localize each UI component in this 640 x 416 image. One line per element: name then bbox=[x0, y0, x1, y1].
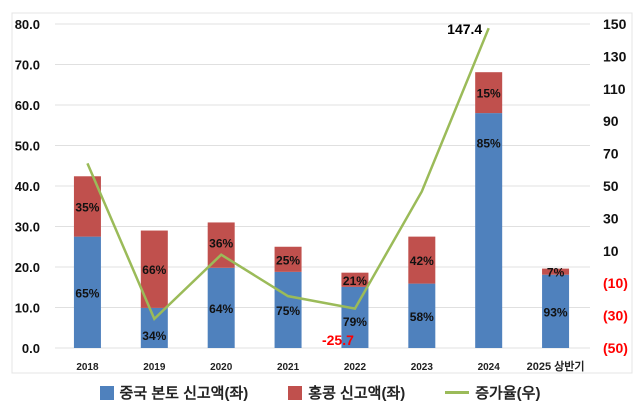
bar-label-mainland: 79% bbox=[343, 315, 367, 329]
bar-label-mainland: 34% bbox=[142, 329, 166, 343]
legend-swatch bbox=[288, 385, 303, 400]
right-axis-tick: (50) bbox=[603, 340, 628, 356]
bar-label-hongkong: 15% bbox=[477, 87, 501, 101]
right-axis-tick: (30) bbox=[603, 308, 628, 324]
bar-hongkong bbox=[475, 72, 503, 114]
left-axis-tick: 10.0 bbox=[15, 301, 40, 316]
x-axis-tick: 2020 bbox=[210, 362, 233, 373]
bar-label-mainland: 64% bbox=[209, 302, 233, 316]
left-axis-tick: 60.0 bbox=[15, 98, 40, 113]
right-axis-tick: 110 bbox=[603, 81, 626, 97]
bar-mainland bbox=[341, 286, 369, 348]
legend-label: 중국 본토 신고액(좌) bbox=[119, 385, 249, 402]
legend: 중국 본토 신고액(좌) 홍콩 신고액(좌) 증가율(우) bbox=[0, 382, 640, 403]
right-axis-tick: 10 bbox=[603, 243, 619, 259]
right-axis-tick: 130 bbox=[603, 48, 627, 64]
bar-hongkong bbox=[274, 246, 302, 272]
legend-swatch bbox=[445, 391, 470, 394]
legend-item-mainland: 중국 본토 신고액(좌) bbox=[99, 382, 249, 403]
chart-svg: 0.0 10.0 20.0 30.0 40.0 50.0 60.0 70.0 80.0 (50) (… bbox=[11, 12, 633, 374]
left-axis-tick: 40.0 bbox=[15, 179, 40, 194]
line-annotation: -25.7 bbox=[322, 332, 354, 348]
bar-label-hongkong: 36% bbox=[209, 236, 233, 250]
left-axis-tick: 70.0 bbox=[15, 58, 40, 73]
bar-label-hongkong: 42% bbox=[410, 254, 434, 268]
right-axis-tick: 90 bbox=[603, 113, 619, 129]
bar-mainland bbox=[542, 274, 570, 348]
left-axis-tick: 0.0 bbox=[22, 341, 40, 356]
left-axis-tick: 50.0 bbox=[15, 139, 40, 154]
bar-mainland bbox=[73, 236, 101, 348]
bar-label-hongkong: 25% bbox=[276, 253, 300, 267]
legend-swatch bbox=[99, 385, 114, 400]
x-axis-tick: 2022 bbox=[344, 362, 367, 373]
bar-label-hongkong: 21% bbox=[343, 274, 367, 288]
right-axis-tick: (10) bbox=[603, 275, 628, 291]
right-axis-tick: 150 bbox=[603, 16, 627, 32]
left-axis-tick: 20.0 bbox=[15, 260, 40, 275]
bar-label-mainland: 85% bbox=[477, 137, 501, 151]
legend-label: 증가율(우) bbox=[475, 385, 541, 402]
bar-label-mainland: 93% bbox=[544, 305, 568, 319]
line-annotation: 147.4 bbox=[447, 21, 482, 37]
bar-label-mainland: 65% bbox=[75, 286, 99, 300]
bar-label-hongkong: 7% bbox=[547, 266, 565, 280]
bar-mainland bbox=[140, 307, 168, 348]
bar-mainland bbox=[475, 113, 503, 348]
right-axis-tick: 30 bbox=[603, 210, 619, 226]
bar-hongkong bbox=[408, 236, 436, 284]
x-axis-tick: 2021 bbox=[277, 362, 300, 373]
left-axis-tick: 30.0 bbox=[15, 220, 40, 235]
bar-label-mainland: 58% bbox=[410, 310, 434, 324]
x-axis-tick: 2023 bbox=[411, 362, 434, 373]
bar-mainland bbox=[274, 271, 302, 348]
x-axis-tick: 2019 bbox=[143, 362, 166, 373]
legend-item-growth: 증가율(우) bbox=[445, 382, 540, 403]
bar-mainland bbox=[408, 283, 436, 348]
left-axis-tick: 80.0 bbox=[15, 17, 40, 32]
right-axis-tick: 70 bbox=[603, 146, 619, 162]
x-axis-tick: 2025 상반기 bbox=[527, 359, 585, 373]
legend-label: 홍콩 신고액(좌) bbox=[308, 385, 406, 402]
bar-hongkong bbox=[542, 268, 570, 275]
chart-border bbox=[11, 12, 633, 374]
bar-label-hongkong: 35% bbox=[75, 200, 99, 214]
legend-item-hongkong: 홍콩 신고액(좌) bbox=[288, 382, 405, 403]
bar-label-hongkong: 66% bbox=[142, 263, 166, 277]
bar-hongkong bbox=[341, 272, 369, 287]
bar-label-mainland: 75% bbox=[276, 304, 300, 318]
bar-mainland bbox=[207, 267, 235, 348]
right-axis-tick: 50 bbox=[603, 178, 619, 194]
x-axis-tick: 2018 bbox=[76, 362, 99, 373]
x-axis-tick: 2024 bbox=[478, 362, 501, 373]
